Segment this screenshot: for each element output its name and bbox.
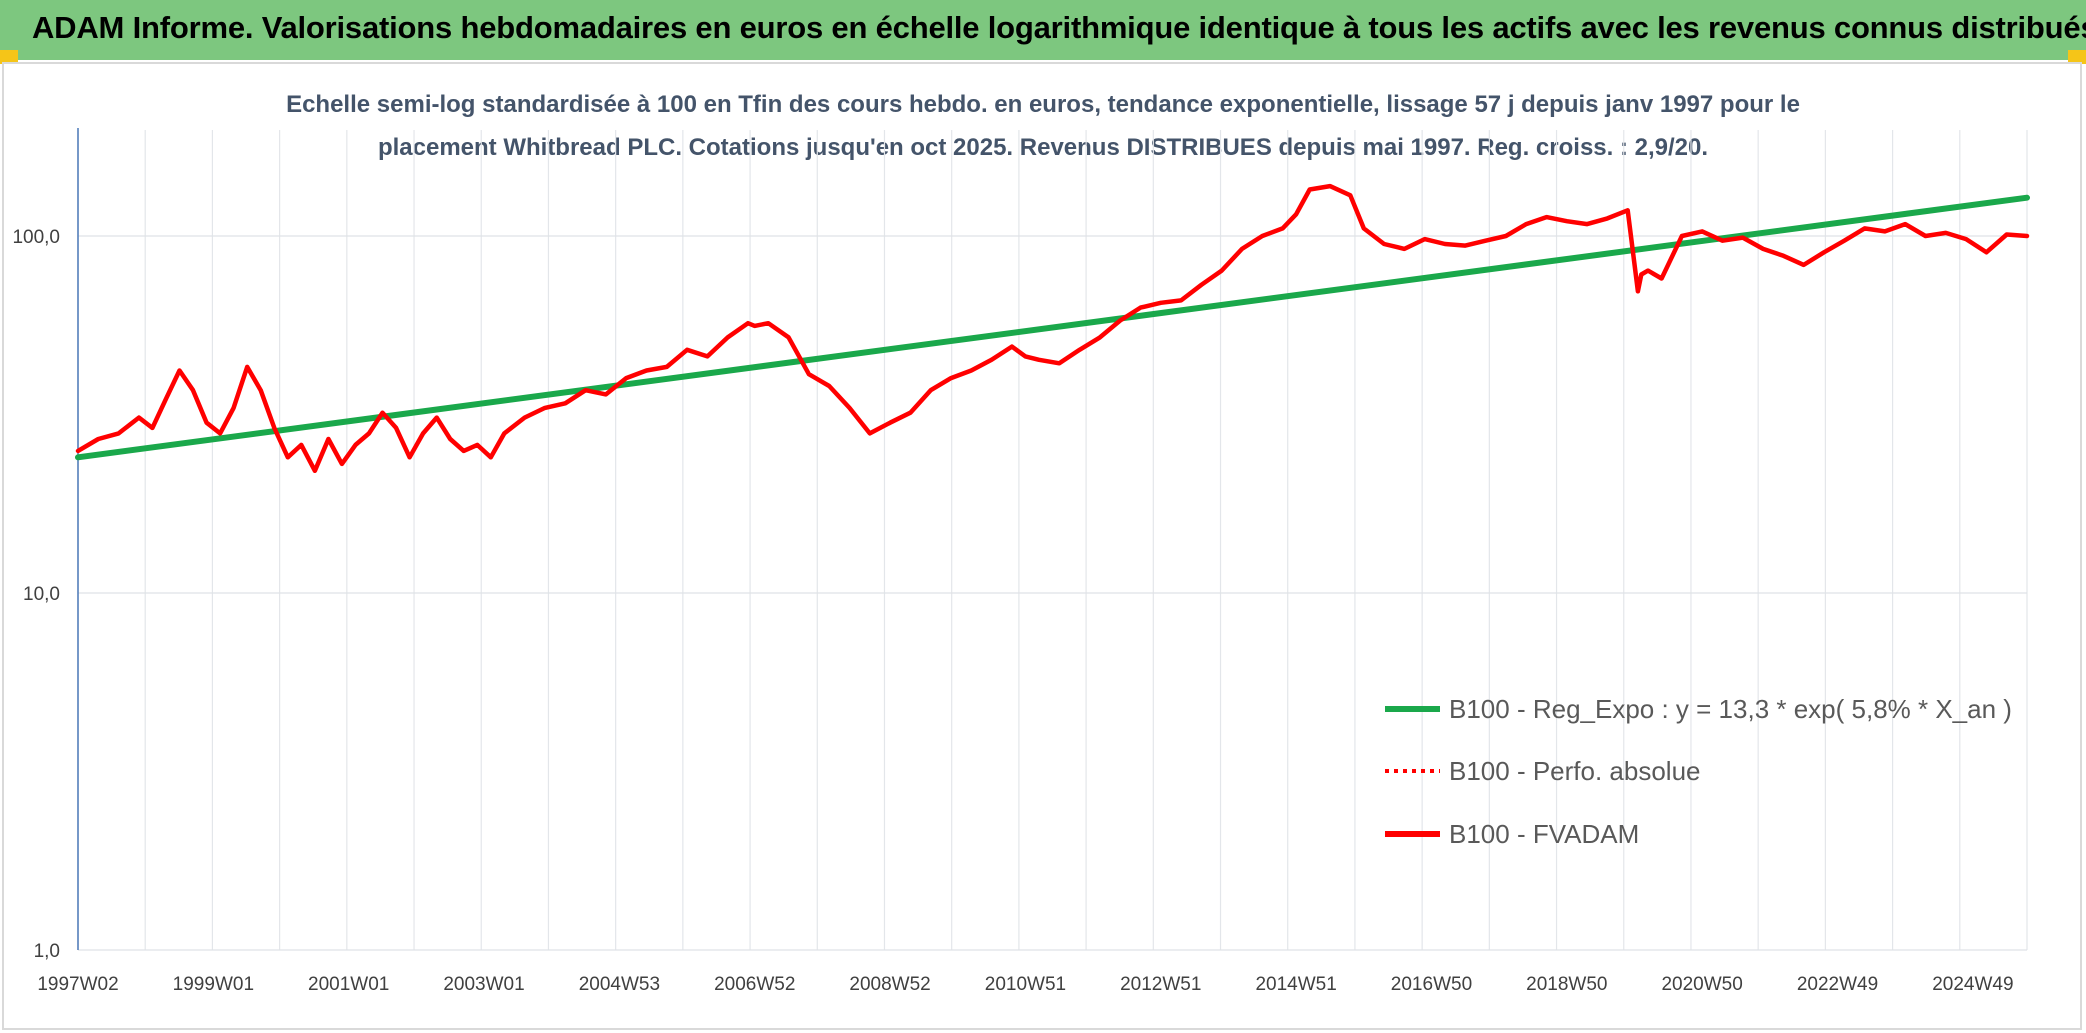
y-tick-label: 1,0 (34, 941, 60, 962)
chart-title-line-1: Echelle semi-log standardisée à 100 en T… (286, 91, 1800, 118)
x-tick-label: 2022W49 (1797, 974, 1878, 995)
x-tick-label: 2014W51 (1255, 974, 1336, 995)
x-tick-label: 2012W51 (1120, 974, 1201, 995)
x-tick-label: 2003W01 (443, 974, 524, 995)
corner-marker-right (2068, 50, 2086, 64)
x-tick-label: 1997W02 (37, 974, 118, 995)
x-tick-label: 2016W50 (1391, 974, 1472, 995)
y-tick-label: 10,0 (23, 584, 60, 605)
x-tick-label: 2024W49 (1932, 974, 2013, 995)
chart-title-line-2: placement Whitbread PLC. Cotations jusqu… (377, 134, 1709, 161)
series-line-3 (75, 183, 2030, 474)
series-line-1 (75, 194, 2030, 461)
chart-frame (2, 62, 2082, 1030)
x-tick-label: 2020W50 (1661, 974, 1742, 995)
report-title: ADAM Informe. Valorisations hebdomadaire… (32, 10, 2086, 45)
x-tick-label: 2018W50 (1526, 974, 1607, 995)
legend-label-1: B100 - Reg_Expo : y = 13,3 * exp( 5,8% *… (1449, 694, 2012, 724)
x-tick-label: 2006W52 (714, 974, 795, 995)
corner-marker-left (0, 50, 18, 64)
y-tick-label: 100,0 (12, 227, 60, 248)
legend-label-3: B100 - FVADAM (1449, 819, 1639, 849)
x-tick-label: 2001W01 (308, 974, 389, 995)
x-tick-label: 2008W52 (849, 974, 930, 995)
legend-label-2: B100 - Perfo. absolue (1449, 756, 1701, 786)
title-banner: ADAM Informe. Valorisations hebdomadaire… (0, 0, 2086, 60)
x-tick-label: 2004W53 (579, 974, 660, 995)
x-tick-label: 2010W51 (985, 974, 1066, 995)
x-tick-label: 1999W01 (173, 974, 254, 995)
